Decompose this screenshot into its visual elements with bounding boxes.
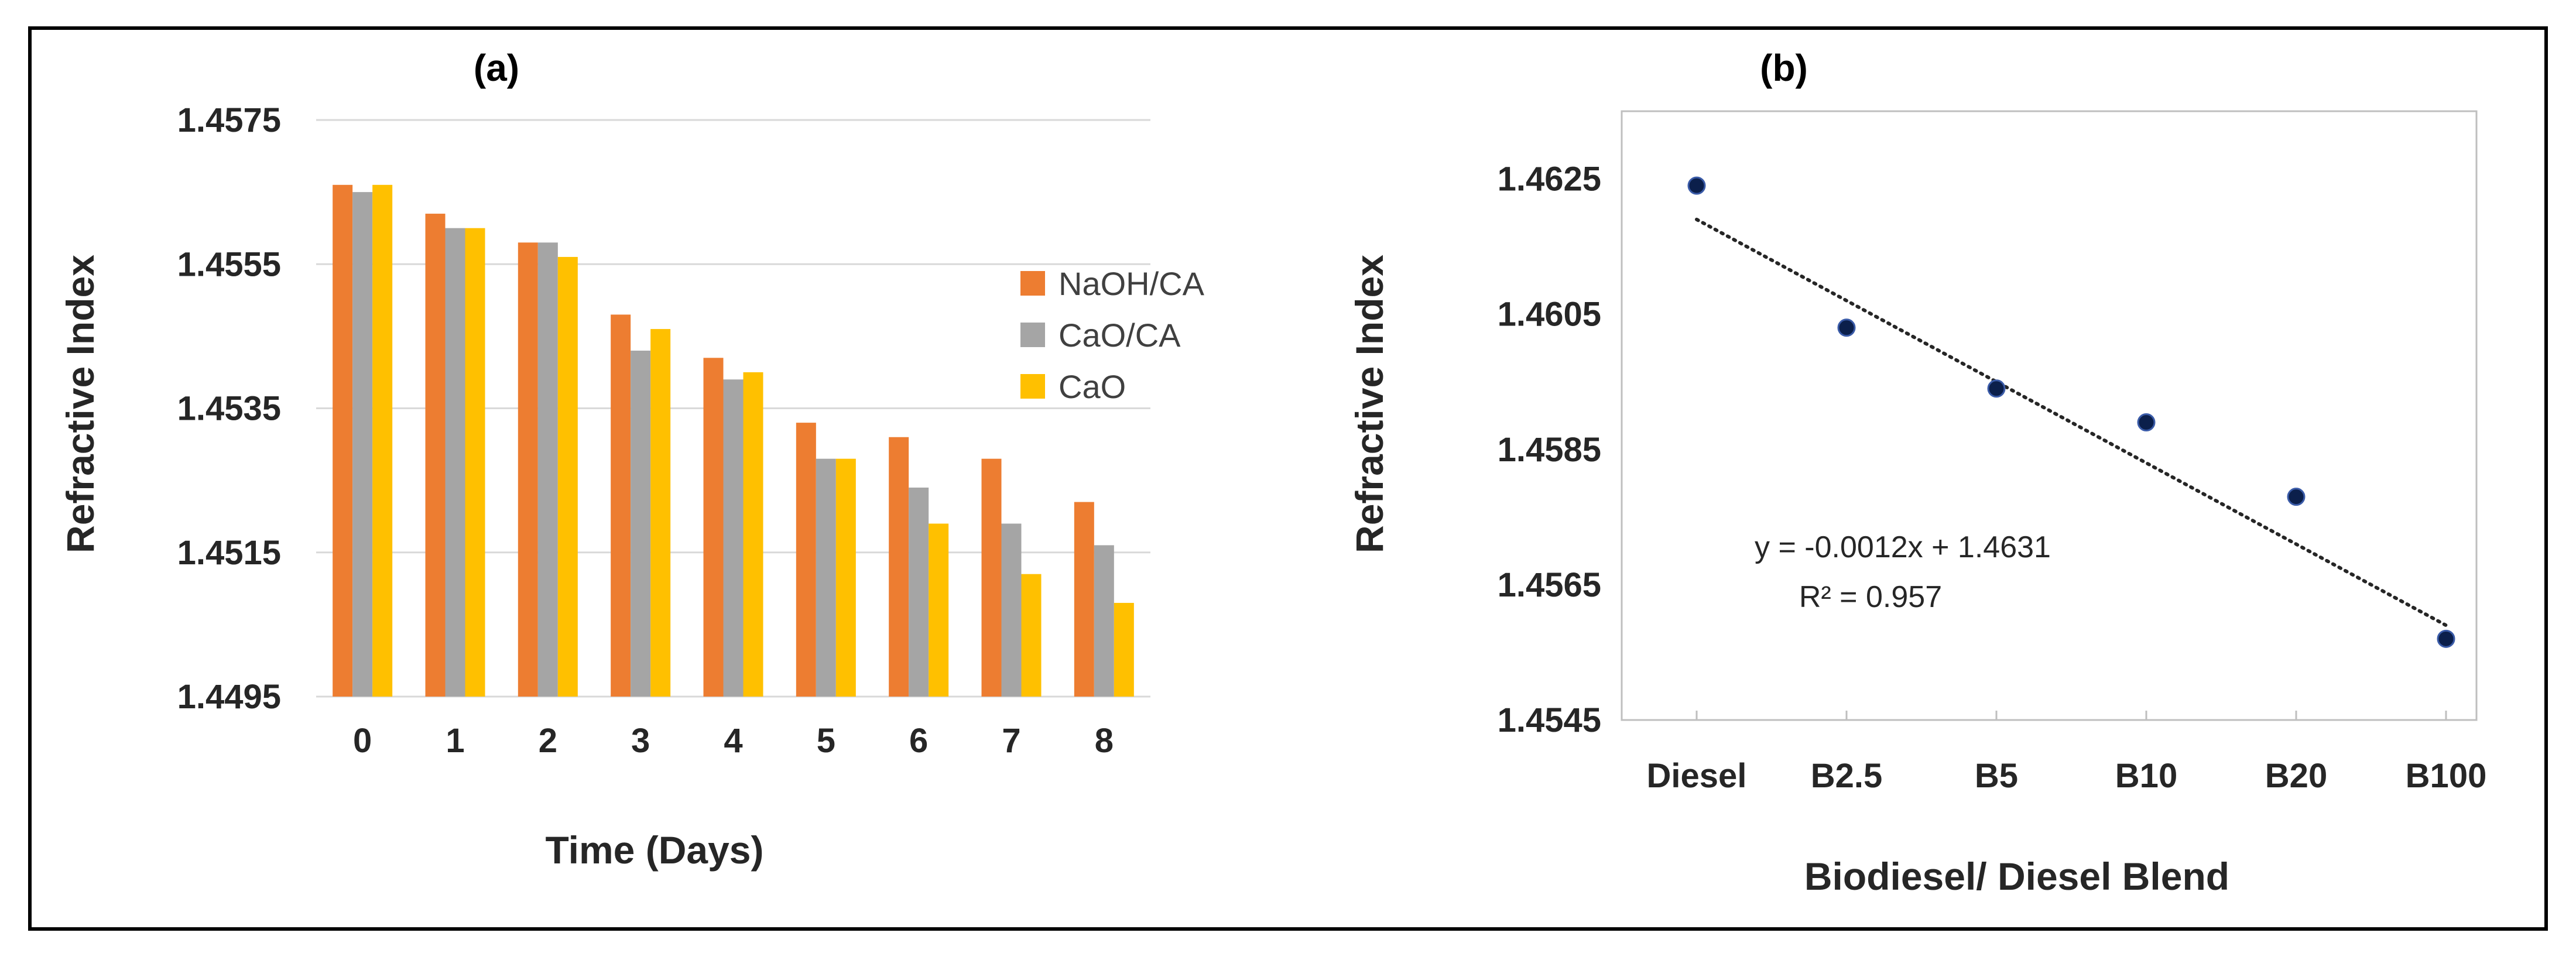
panel-a-x-tick-label: 5 xyxy=(817,722,835,760)
legend-swatch xyxy=(1020,374,1045,399)
panel-a-y-tick-label: 1.4575 xyxy=(177,101,281,139)
data-point-b20 xyxy=(2287,488,2306,506)
panel-a-title: (a) xyxy=(474,47,519,89)
bar-naoh-ca-day-2 xyxy=(518,242,538,697)
bar-cao-ca-day-8 xyxy=(1094,545,1114,697)
bar-cao-ca-day-4 xyxy=(723,379,744,697)
panel-a-y-tick-label: 1.4515 xyxy=(177,534,281,572)
panel-a-y-axis-label: Refractive Index xyxy=(59,255,102,553)
panel-b-scatter-chart: (b) 1.4545 1.4565 1.4585 1.4605 1.4625 Diese… xyxy=(1348,47,2486,898)
panel-b-plot-area xyxy=(1621,110,2478,721)
bar-naoh-ca-day-8 xyxy=(1074,502,1094,697)
r-squared-label: R² = 0.957 xyxy=(1799,580,1942,614)
bar-naoh-ca-day-7 xyxy=(981,458,1002,697)
panel-b-y-axis-label: Refractive Index xyxy=(1348,255,1391,553)
bar-cao-day-2 xyxy=(557,256,578,697)
panel-a-y-tick-label: 1.4495 xyxy=(177,678,281,716)
panel-b-x-tick-label: B20 xyxy=(2265,757,2327,795)
bar-cao-day-0 xyxy=(372,184,393,697)
legend-label: CaO xyxy=(1059,368,1126,405)
bar-cao-day-1 xyxy=(465,228,485,697)
bar-cao-day-6 xyxy=(929,523,949,697)
panel-b-x-tick-label: B2.5 xyxy=(1811,757,1883,795)
data-point-b2-5 xyxy=(1837,318,1856,337)
legend-swatch xyxy=(1020,323,1045,347)
bar-cao-ca-day-5 xyxy=(816,458,836,697)
bar-cao-ca-day-0 xyxy=(352,192,373,697)
bar-cao-day-5 xyxy=(835,458,856,697)
bar-cao-day-7 xyxy=(1021,574,1042,697)
panel-a-y-tick-label: 1.4555 xyxy=(177,245,281,283)
trendline-equation: y = -0.0012x + 1.4631 xyxy=(1755,530,2051,564)
panel-b-x-tick-label: B5 xyxy=(1975,757,2018,795)
legend-label: NaOH/CA xyxy=(1059,265,1205,302)
panel-b-x-axis-label: Biodiesel/ Diesel Blend xyxy=(1804,855,2229,898)
panel-b-y-tick-label: 1.4605 xyxy=(1498,296,1601,334)
bar-cao-day-8 xyxy=(1114,602,1134,697)
panel-a-x-tick-label: 6 xyxy=(909,722,928,760)
trendline xyxy=(1695,217,2448,628)
panel-a-x-axis-label: Time (Days) xyxy=(546,828,764,872)
data-point-b5 xyxy=(1987,379,2006,398)
panel-a-x-tick-label: 0 xyxy=(353,722,372,760)
bar-naoh-ca-day-0 xyxy=(333,184,353,697)
panel-b-y-tick-label: 1.4625 xyxy=(1498,160,1601,198)
bar-naoh-ca-day-6 xyxy=(889,437,909,697)
bar-naoh-ca-day-5 xyxy=(796,423,816,697)
panel-b-x-tick-label: B10 xyxy=(2115,757,2177,795)
bar-cao-ca-day-3 xyxy=(631,351,651,697)
panel-b-x-tick-label: B100 xyxy=(2406,757,2487,795)
data-point-b10 xyxy=(2137,413,2156,432)
panel-b-title: (b) xyxy=(1760,47,1808,89)
bar-cao-day-4 xyxy=(743,372,763,697)
bar-cao-ca-day-7 xyxy=(1001,523,1022,697)
panel-a-x-tick-label: 3 xyxy=(631,722,650,760)
panel-a-y-tick-label: 1.4535 xyxy=(177,390,281,428)
bar-cao-ca-day-6 xyxy=(909,487,929,697)
panel-a-bar-chart: (a) 1.4495 1.4515 1.4535 1.4555 1.4575 0 1 2 3 4… xyxy=(59,47,1205,872)
panel-a-x-tick-label: 8 xyxy=(1095,722,1114,760)
panel-a-x-tick-label: 7 xyxy=(1002,722,1020,760)
bar-naoh-ca-day-3 xyxy=(611,314,631,697)
panel-b-y-tick-label: 1.4585 xyxy=(1498,431,1601,469)
bar-naoh-ca-day-1 xyxy=(425,214,446,697)
legend-swatch xyxy=(1020,271,1045,296)
bar-cao-ca-day-2 xyxy=(537,242,558,697)
panel-b-y-tick-label: 1.4545 xyxy=(1498,701,1601,739)
data-point-b100 xyxy=(2437,629,2455,648)
panel-a-x-tick-label: 2 xyxy=(539,722,557,760)
bar-cao-day-3 xyxy=(650,329,671,697)
data-point-diesel xyxy=(1687,176,1706,195)
panel-a-x-tick-label: 1 xyxy=(446,722,464,760)
legend-label: CaO/CA xyxy=(1059,317,1181,354)
panel-a-x-tick-label: 4 xyxy=(724,722,742,760)
bar-naoh-ca-day-4 xyxy=(703,358,724,697)
panel-a-legend: NaOH/CA CaO/CA CaO xyxy=(1020,265,1205,405)
panel-b-x-tick-label: Diesel xyxy=(1647,757,1747,795)
bar-cao-ca-day-1 xyxy=(445,228,465,697)
panel-b-y-tick-label: 1.4565 xyxy=(1498,566,1601,604)
